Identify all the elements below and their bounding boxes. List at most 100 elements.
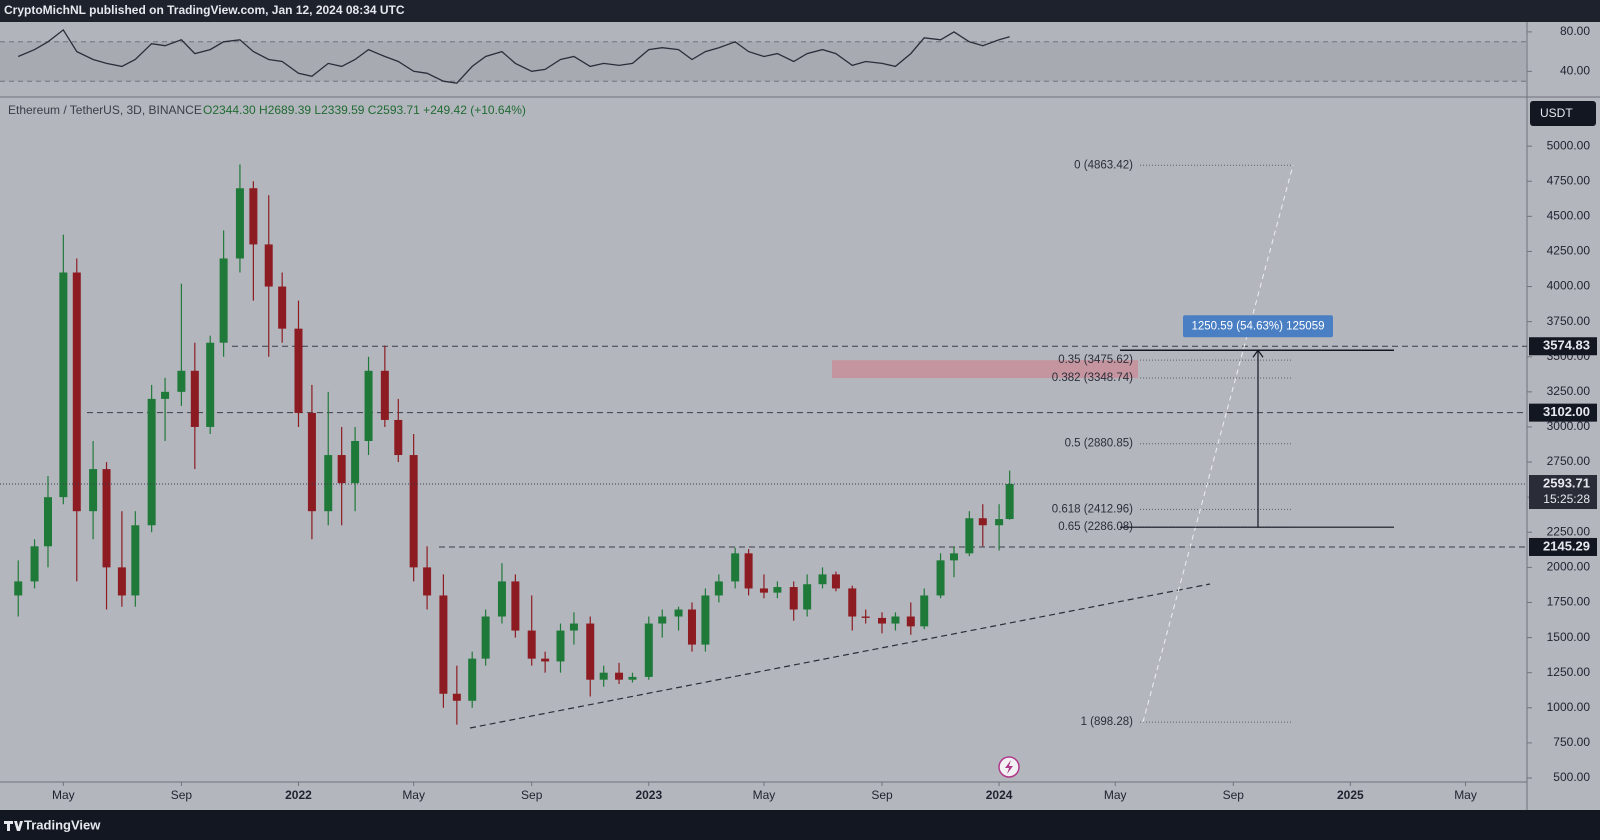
candle-body (527, 630, 536, 659)
candle-body (628, 676, 637, 680)
x-tick-label: 2022 (285, 788, 312, 802)
brand-logo (4, 821, 23, 831)
candle-body (452, 693, 461, 701)
level-label: 2145.29 (1543, 538, 1590, 553)
x-tick-label: 2023 (635, 788, 662, 802)
candle-body (468, 658, 477, 701)
level-label: 3574.83 (1543, 338, 1590, 353)
candle-body (117, 567, 126, 596)
candle-body (497, 581, 506, 617)
x-tick-label: May (402, 788, 425, 802)
x-tick-label: Sep (1223, 788, 1245, 802)
currency-text: USDT (1540, 106, 1573, 120)
candle-body (789, 587, 798, 610)
measure-arrowhead (1252, 349, 1264, 358)
candle-body (949, 553, 958, 561)
x-tick-label: Sep (521, 788, 543, 802)
ohlc-text: O2344.30 H2689.39 L2339.59 C2593.71 +249… (203, 103, 526, 117)
candle-body (861, 616, 870, 618)
candle-body (978, 518, 987, 526)
fib-label: 0.382 (3348.74) (1052, 372, 1133, 384)
symbol-text: Ethereum / TetherUS, 3D, BINANCE (8, 103, 202, 117)
level-badge (1529, 537, 1597, 556)
fib-label: 0 (4863.42) (1074, 159, 1133, 171)
candle-body (744, 553, 753, 589)
candle-body (72, 272, 81, 512)
candle-body (351, 441, 360, 484)
candle-body (337, 455, 346, 484)
rsi-tick-label: 40.00 (1560, 64, 1590, 78)
rsi-band (0, 41, 1526, 82)
candle-body (586, 623, 595, 680)
x-tick-label: May (52, 788, 75, 802)
y-tick-label: 750.00 (1553, 735, 1590, 749)
candle-body (848, 588, 857, 617)
candle-body (59, 272, 68, 498)
y-tick-label: 1000.00 (1547, 700, 1591, 714)
measure-badge (1183, 315, 1333, 338)
candle-body (773, 587, 782, 593)
candle-body (206, 342, 215, 427)
candle-body (1005, 484, 1014, 520)
measure-label: 1250.59 (54.63%) 125059 (1192, 320, 1325, 332)
candle-body (541, 658, 550, 662)
candle-body (644, 623, 653, 677)
candle-body (278, 286, 287, 329)
candle-body (803, 584, 812, 610)
x-tick-label: May (1104, 788, 1127, 802)
candle-body (687, 609, 696, 645)
candle-body (43, 497, 52, 547)
candle-body (161, 391, 170, 399)
rsi-pane (0, 22, 1527, 97)
y-tick-label: 2000.00 (1547, 560, 1591, 574)
publisher-text: CryptoMichNL published on TradingView.co… (4, 3, 405, 17)
fib-label: 0.65 (2286.08) (1058, 521, 1133, 533)
candle-body (731, 553, 740, 582)
candle-body (714, 581, 723, 596)
brand: TradingView (24, 817, 101, 832)
level-badge (1529, 337, 1597, 356)
candle-body (423, 567, 432, 596)
candle-body (14, 581, 23, 596)
candle-body (481, 616, 490, 659)
candle-body (920, 595, 929, 627)
candle-body (658, 616, 667, 624)
candle-body (307, 412, 316, 512)
y-tick-label: 2250.00 (1547, 524, 1591, 538)
level-label: 3102.00 (1543, 404, 1590, 419)
y-tick-label: 500.00 (1553, 770, 1590, 784)
candle-body (878, 617, 887, 624)
candle-body (30, 546, 39, 582)
candle-body (249, 188, 258, 245)
candle-body (177, 370, 186, 392)
y-tick-label: 1500.00 (1547, 630, 1591, 644)
countdown-label: 15:25:28 (1543, 492, 1590, 506)
candle-body (324, 455, 333, 512)
candle-body (674, 609, 683, 617)
candle-body (364, 370, 373, 441)
candle-body (569, 623, 578, 631)
y-tick-label: 4750.00 (1547, 173, 1591, 187)
y-tick-label: 1750.00 (1547, 595, 1591, 609)
candle-body (147, 398, 156, 526)
trend-line (469, 583, 1211, 729)
fib-diagonal (1142, 165, 1294, 723)
candle-body (936, 560, 945, 596)
last-price-label: 2593.71 (1543, 475, 1590, 490)
fib-zone (832, 360, 1138, 378)
candle-body (818, 574, 827, 585)
candle-body (409, 455, 418, 568)
candle-body (701, 595, 710, 645)
candle-body (131, 525, 140, 596)
currency-badge[interactable] (1530, 101, 1596, 126)
y-tick-label: 4500.00 (1547, 209, 1591, 223)
y-tick-label: 3250.00 (1547, 384, 1591, 398)
level-badge (1529, 403, 1597, 422)
last-price-badge (1529, 475, 1597, 510)
y-tick-label: 5000.00 (1547, 138, 1591, 152)
fib-label: 0.35 (3475.62) (1058, 354, 1133, 366)
candle-body (264, 244, 273, 287)
candle-body (511, 581, 520, 631)
x-tick-label: May (1454, 788, 1477, 802)
